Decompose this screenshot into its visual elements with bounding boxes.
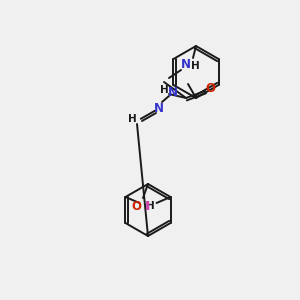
Text: H: H — [128, 114, 136, 124]
Text: H: H — [190, 61, 200, 71]
Text: I: I — [146, 200, 151, 212]
Text: H: H — [160, 85, 168, 95]
Text: O: O — [131, 200, 141, 212]
Text: N: N — [181, 58, 191, 70]
Text: N: N — [154, 101, 164, 115]
Text: I: I — [145, 200, 150, 212]
Text: N: N — [168, 85, 178, 98]
Text: O: O — [205, 82, 215, 95]
Text: H: H — [146, 201, 154, 211]
